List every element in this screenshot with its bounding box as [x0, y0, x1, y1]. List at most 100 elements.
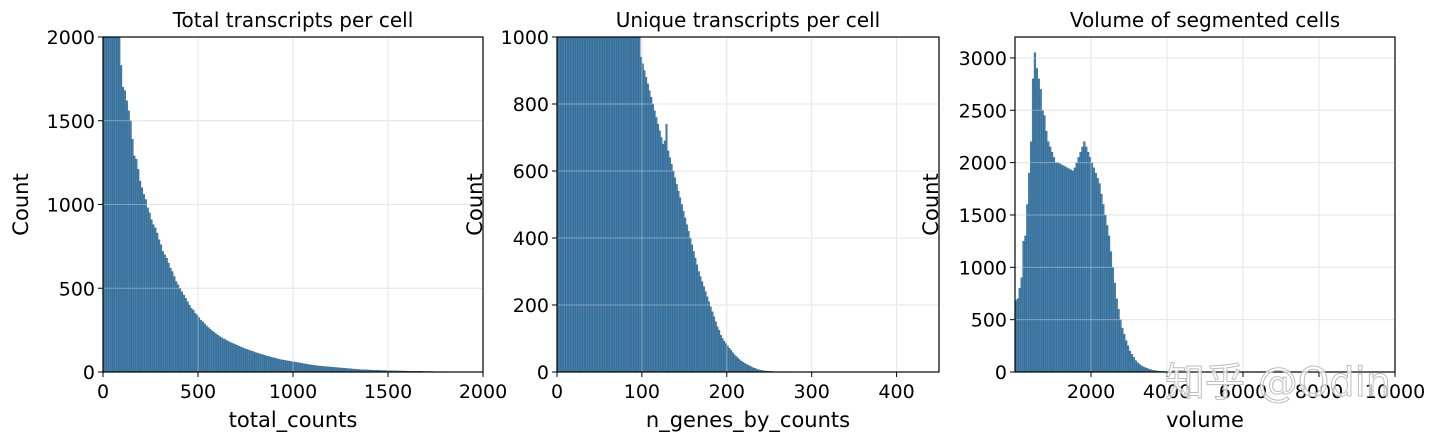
- x-tick-label: 0: [551, 381, 563, 403]
- histogram-bar: [660, 137, 663, 373]
- histogram-bar: [1064, 166, 1067, 373]
- histogram-bar: [137, 169, 140, 373]
- histogram-bar: [1077, 157, 1080, 373]
- histogram-bar: [1136, 362, 1139, 373]
- histogram-bar: [251, 351, 254, 373]
- histogram-bar: [328, 366, 332, 373]
- histogram-bar: [175, 281, 178, 373]
- chart-title: Unique transcripts per cell: [616, 8, 880, 32]
- histogram-bar: [590, 36, 593, 373]
- histogram-bar: [560, 36, 563, 373]
- histogram-bar: [706, 296, 709, 373]
- y-axis-label: Count: [9, 173, 33, 235]
- histogram-bar: [1083, 141, 1086, 373]
- histogram-bar: [283, 360, 286, 373]
- y-tick-label: 1500: [47, 111, 95, 133]
- histogram-bar: [636, 36, 639, 373]
- histogram-bar: [209, 329, 212, 373]
- histogram-bar: [199, 319, 202, 373]
- histogram-bar: [268, 356, 271, 373]
- histogram-bar: [1138, 363, 1141, 373]
- histogram-bar: [709, 306, 712, 373]
- histogram-bar: [1119, 319, 1122, 373]
- histogram-bar: [1018, 288, 1021, 373]
- histogram-bar: [696, 264, 699, 373]
- histogram-bar: [163, 254, 166, 373]
- histogram-bar: [646, 83, 649, 373]
- histogram-bar: [241, 347, 244, 373]
- histogram-bar: [626, 36, 629, 373]
- histogram-bar: [731, 352, 734, 373]
- histogram-bar: [1106, 225, 1109, 373]
- histogram-bar: [338, 367, 341, 373]
- histogram-bar: [1142, 366, 1145, 373]
- histogram-bar: [606, 36, 609, 373]
- histogram-bar: [205, 325, 208, 373]
- histogram-bar: [713, 316, 716, 373]
- histogram-bar: [675, 184, 678, 373]
- histogram-bar: [745, 364, 748, 373]
- histogram-bar: [188, 304, 191, 373]
- histogram-bar: [127, 110, 130, 373]
- histogram-bar: [716, 326, 719, 373]
- histogram-bar: [1045, 131, 1048, 373]
- histogram-bar: [645, 77, 648, 373]
- histogram-bar: [224, 339, 227, 373]
- histogram-bar: [1022, 240, 1025, 373]
- y-tick-label: 3000: [959, 48, 1007, 70]
- histogram-bar: [609, 36, 612, 373]
- histogram-bar: [192, 309, 195, 373]
- histogram-bar: [258, 353, 261, 373]
- histogram-bar: [1047, 141, 1050, 373]
- histogram-bar: [699, 276, 702, 373]
- histogram-bar: [670, 164, 673, 373]
- histogram-bar: [315, 365, 318, 373]
- histogram-bar: [243, 348, 246, 373]
- histogram-bar: [672, 170, 675, 373]
- histogram-bar: [650, 97, 653, 373]
- histogram-bar: [1062, 165, 1065, 373]
- histogram-bar: [616, 36, 619, 373]
- histogram-bar: [230, 342, 233, 373]
- histogram-bar: [1140, 365, 1143, 373]
- histogram-bar: [119, 65, 123, 373]
- histogram-bar: [201, 321, 204, 373]
- y-tick-label: 0: [995, 362, 1007, 384]
- histogram-bar: [1079, 151, 1082, 373]
- histogram-bar: [743, 363, 746, 373]
- histogram-bar: [226, 340, 229, 373]
- histogram-bar: [740, 360, 743, 373]
- histogram-bar: [129, 120, 132, 373]
- histogram-bar: [1134, 360, 1137, 373]
- histogram-bar: [176, 284, 180, 373]
- histogram-bar: [304, 363, 307, 373]
- histogram-bar: [1121, 327, 1124, 373]
- histogram-bar: [1024, 235, 1027, 373]
- histogram-bar: [643, 70, 646, 373]
- histogram-bar: [561, 36, 564, 373]
- histogram-bar: [1071, 170, 1075, 373]
- histogram-bar: [1069, 169, 1073, 373]
- histogram-bar: [216, 334, 220, 373]
- histogram-bar: [239, 346, 242, 373]
- histogram-bar: [604, 36, 607, 373]
- histogram-bar: [133, 155, 136, 373]
- histogram-bar: [279, 359, 282, 373]
- histogram-bar: [600, 36, 604, 373]
- histogram-bar: [577, 36, 580, 373]
- histogram-bar: [214, 333, 218, 373]
- histogram-bar: [154, 227, 157, 373]
- histogram-bar: [621, 36, 624, 373]
- y-axis-label: Count: [919, 173, 943, 235]
- x-tick-label: 1500: [364, 381, 412, 403]
- histogram-bar: [684, 217, 687, 373]
- histogram-bar: [150, 219, 153, 373]
- histogram-bar: [169, 267, 172, 373]
- histogram-bar: [1081, 146, 1084, 373]
- y-tick-label: 0: [537, 362, 549, 384]
- histogram-bar: [567, 36, 570, 373]
- chart-panel-2: 0 100 200 300 400 0 200 400 600 800 1000 Unique tra…: [463, 8, 940, 433]
- histogram-bar: [736, 357, 739, 373]
- histogram-bar: [667, 150, 670, 373]
- histogram-bar: [296, 362, 299, 373]
